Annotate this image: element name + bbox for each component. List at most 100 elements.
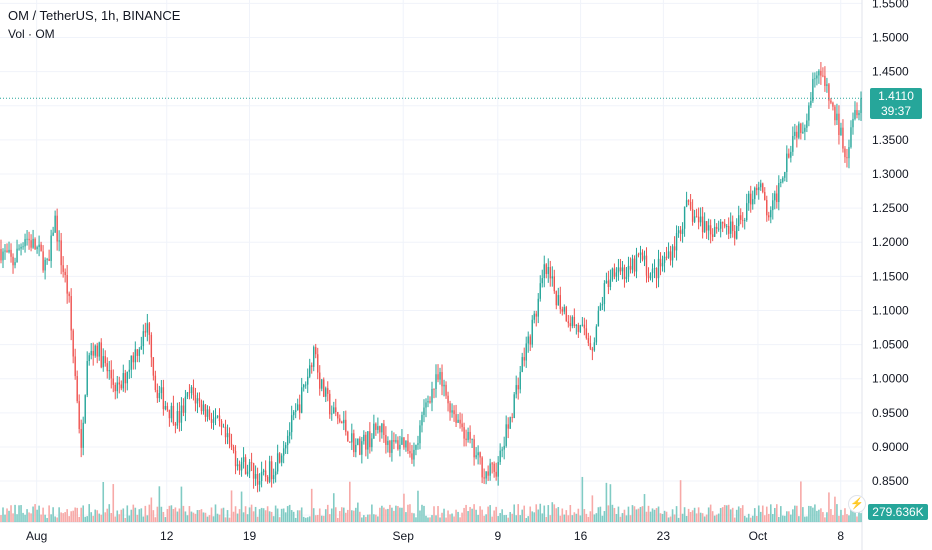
volume-bar	[371, 505, 373, 522]
candle-body	[195, 395, 196, 403]
volume-indicator-label[interactable]: Vol · OM	[8, 25, 180, 43]
volume-bar	[842, 515, 844, 522]
volume-bar	[333, 493, 335, 522]
candle-body	[497, 462, 498, 477]
price-tick-label: 1.0500	[872, 338, 909, 352]
candle-body	[46, 259, 47, 260]
candle-body	[546, 264, 547, 274]
volume-bar	[477, 515, 479, 522]
volume-bar	[590, 511, 592, 522]
volume-bar	[78, 517, 80, 522]
volume-bar	[788, 511, 790, 522]
time-tick-label: Oct	[749, 529, 768, 543]
volume-bar	[409, 504, 411, 522]
candle-body	[453, 410, 454, 414]
candle-body	[666, 257, 667, 258]
candle-body	[325, 388, 326, 397]
volume-bar	[205, 513, 207, 522]
candle-body	[179, 411, 180, 423]
volume-bar	[241, 492, 243, 522]
volume-bar	[674, 514, 676, 522]
volume-bar	[171, 505, 173, 522]
candle-body	[750, 194, 751, 205]
candle-body	[457, 420, 458, 423]
volume-bar	[614, 508, 616, 522]
price-axis[interactable]: 1.55001.50001.45001.40001.35001.30001.25…	[872, 0, 909, 522]
candle-body	[155, 376, 156, 390]
time-axis[interactable]: Aug 12 19 Sep 9 16 23 Oct 8	[26, 529, 844, 543]
candle-body	[283, 448, 284, 455]
volume-bar	[197, 510, 199, 522]
volume-bar	[329, 514, 331, 522]
volume-bar	[493, 510, 495, 522]
candle-body	[119, 382, 120, 384]
candle-body	[580, 325, 581, 332]
volume-bar	[712, 511, 714, 522]
candle-body	[834, 107, 835, 121]
volume-bar	[722, 507, 724, 522]
volume-bar	[648, 506, 650, 522]
volume-bar	[684, 507, 686, 522]
candle-body	[221, 421, 222, 427]
volume-bar	[519, 515, 521, 522]
candle-body	[538, 299, 539, 317]
candle-body	[317, 354, 318, 372]
volume-bar	[612, 505, 614, 522]
volume-bar	[327, 505, 329, 522]
candle-body	[91, 351, 92, 355]
volume-bar	[68, 516, 70, 522]
candle-body	[520, 372, 521, 389]
volume-bar	[487, 507, 489, 522]
price-tick-label: 0.9500	[872, 406, 909, 420]
candle-body	[357, 439, 358, 445]
candle-body	[189, 392, 190, 393]
candle-body	[552, 276, 553, 278]
volume-bar	[163, 512, 165, 522]
price-tick-label: 1.1500	[872, 269, 909, 283]
candle-body	[588, 338, 589, 343]
volume-bar	[191, 512, 193, 522]
candle-body	[12, 257, 13, 265]
candle-body	[770, 210, 771, 217]
volume-bar	[165, 517, 167, 522]
volume-bar	[726, 505, 728, 522]
candle-body	[720, 222, 721, 229]
volume-bar	[20, 505, 22, 522]
volume-bar	[503, 515, 505, 522]
candle-body	[299, 404, 300, 412]
candle-body	[483, 477, 484, 478]
volume-bar	[848, 515, 850, 522]
candle-body	[30, 240, 31, 248]
candle-body	[371, 438, 372, 447]
volume-bar	[10, 505, 12, 522]
volume-bar	[525, 518, 527, 522]
candle-body	[706, 221, 707, 230]
candle-body	[762, 183, 763, 192]
volume-bar	[249, 507, 251, 522]
candle-body	[421, 415, 422, 425]
volume-bar	[92, 516, 94, 522]
volume-bar	[303, 517, 305, 522]
candle-body	[18, 249, 19, 250]
candle-body	[127, 372, 128, 384]
candle-body	[331, 414, 332, 415]
candle-body	[89, 355, 90, 361]
candle-body	[678, 230, 679, 233]
candle-body	[309, 365, 310, 376]
volume-bar	[760, 512, 762, 522]
candle-body	[680, 230, 681, 234]
candle-body	[163, 387, 164, 409]
volume-bar	[395, 506, 397, 522]
symbol-title[interactable]: OM / TetherUS, 1h, BINANCE	[8, 7, 180, 25]
volume-bar	[215, 504, 217, 522]
candle-body	[54, 216, 55, 233]
candle-body	[608, 281, 609, 287]
volume-bar	[345, 513, 347, 522]
volume-bar	[315, 515, 317, 522]
volume-bar	[373, 514, 375, 522]
lightning-icon[interactable]: ⚡	[848, 495, 866, 513]
candle-body	[237, 464, 238, 466]
volume-bar	[131, 510, 133, 522]
candle-body	[818, 71, 819, 76]
